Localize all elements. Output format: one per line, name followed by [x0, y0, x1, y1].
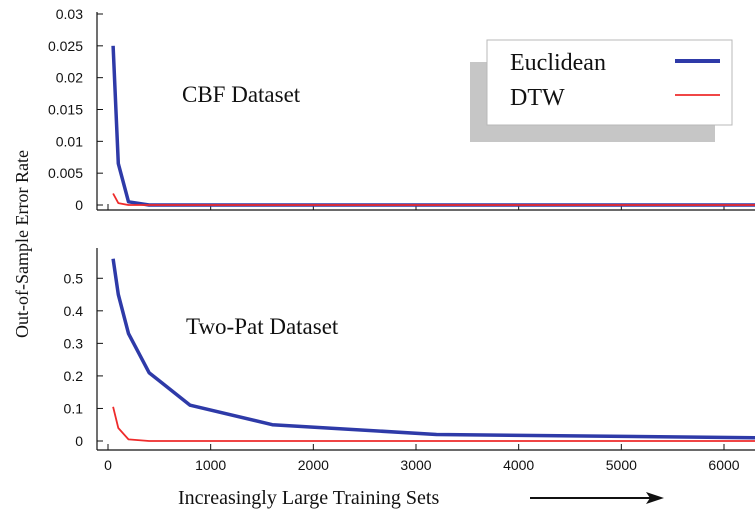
- legend-label-dtw: DTW: [510, 85, 565, 111]
- y-tick-label: 0: [75, 433, 83, 449]
- x-tick-label: 1000: [195, 457, 226, 473]
- two-pat-title: Two-Pat Dataset: [186, 314, 339, 339]
- x-tick-label: 2000: [298, 457, 329, 473]
- x-axis-arrow: [530, 492, 664, 504]
- legend: Euclidean DTW: [470, 39, 733, 142]
- series-line-euclidean: [111, 258, 755, 440]
- x-tick-label: 0: [104, 457, 112, 473]
- y-tick-label: 0: [75, 197, 83, 213]
- y-tick-label: 0.3: [64, 335, 84, 351]
- two-pat-panel: 0 0.1 0.2 0.3 0.4 0.5 0 1000 2000 3000 4000 5000 60…: [64, 248, 755, 473]
- x-axis-label: Increasingly Large Training Sets: [178, 487, 439, 509]
- y-tick-label: 0.02: [56, 70, 83, 86]
- cbf-panel: 0 0.005 0.01 0.015 0.02 0.025 0.03 CBF Dataset…: [48, 6, 755, 213]
- legend-box: [486, 39, 733, 126]
- y-tick-label: 0.015: [48, 102, 83, 118]
- y-tick-label: 0.2: [64, 368, 84, 384]
- x-tick-label: 6000: [708, 457, 739, 473]
- y-tick-label: 0.03: [56, 6, 83, 22]
- x-tick-label: 5000: [606, 457, 637, 473]
- y-tick-label: 0.005: [48, 165, 83, 181]
- y-axis-label: Out-of-Sample Error Rate: [12, 150, 32, 338]
- legend-label-euclidean: Euclidean: [510, 50, 606, 76]
- y-tick-label: 0.025: [48, 38, 83, 54]
- series-line-dtw: [112, 193, 755, 206]
- y-tick-label: 0.5: [64, 270, 84, 286]
- x-tick-label: 3000: [400, 457, 431, 473]
- x-tick-label: 4000: [503, 457, 534, 473]
- y-tick-label: 0.1: [64, 400, 84, 416]
- cbf-title: CBF Dataset: [182, 82, 301, 107]
- series-line-dtw: [112, 406, 755, 442]
- y-tick-label: 0.4: [64, 303, 84, 319]
- y-tick-label: 0.01: [56, 133, 83, 149]
